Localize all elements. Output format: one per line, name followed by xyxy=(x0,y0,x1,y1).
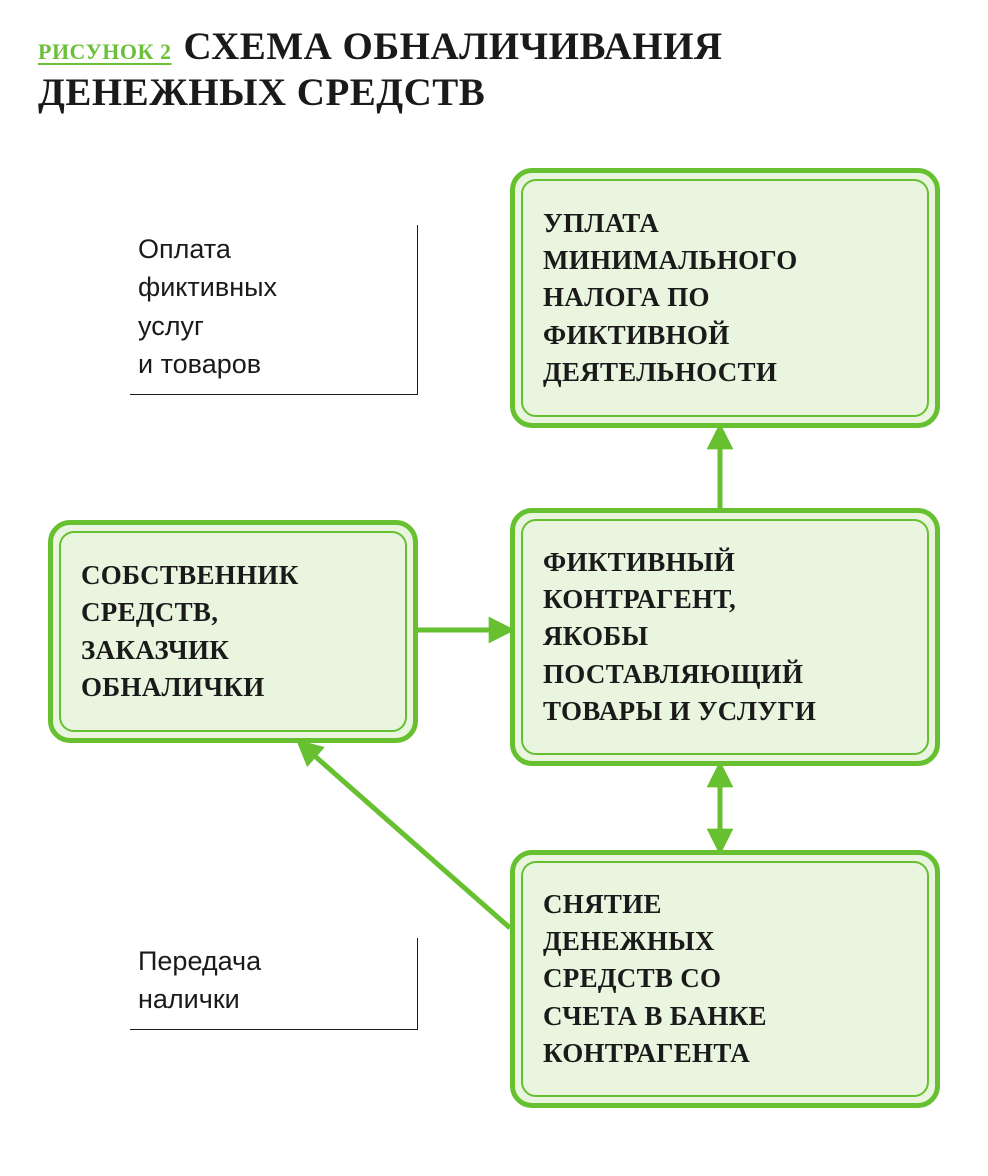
figure-label: РИСУНОК 2 xyxy=(38,39,171,64)
node-tax: УПЛАТА МИНИМАЛЬНОГО НАЛОГА ПО ФИКТИВНОЙ … xyxy=(510,168,940,428)
node-label: ФИКТИВНЫЙ КОНТРАГЕНТ, ЯКОБЫ ПОСТАВЛЯЮЩИЙ… xyxy=(543,544,816,730)
diagram-canvas: РИСУНОК 2СХЕМА ОБНАЛИЧИВАНИЯ ДЕНЕЖНЫХ СР… xyxy=(0,0,988,1176)
node-contr: ФИКТИВНЫЙ КОНТРАГЕНТ, ЯКОБЫ ПОСТАВЛЯЮЩИЙ… xyxy=(510,508,940,766)
edge-withdraw-owner xyxy=(300,743,510,928)
label-bracket xyxy=(130,225,418,395)
node-label: УПЛАТА МИНИМАЛЬНОГО НАЛОГА ПО ФИКТИВНОЙ … xyxy=(543,205,798,391)
figure-title: РИСУНОК 2СХЕМА ОБНАЛИЧИВАНИЯ ДЕНЕЖНЫХ СР… xyxy=(38,24,948,116)
node-owner: СОБСТВЕННИК СРЕДСТВ, ЗАКАЗЧИК ОБНАЛИЧКИ xyxy=(48,520,418,743)
node-label: СОБСТВЕННИК СРЕДСТВ, ЗАКАЗЧИК ОБНАЛИЧКИ xyxy=(81,557,299,706)
node-label: СНЯТИЕ ДЕНЕЖНЫХ СРЕДСТВ СО СЧЕТА В БАНКЕ… xyxy=(543,886,767,1072)
label-bracket xyxy=(130,938,418,1030)
node-withdraw: СНЯТИЕ ДЕНЕЖНЫХ СРЕДСТВ СО СЧЕТА В БАНКЕ… xyxy=(510,850,940,1108)
